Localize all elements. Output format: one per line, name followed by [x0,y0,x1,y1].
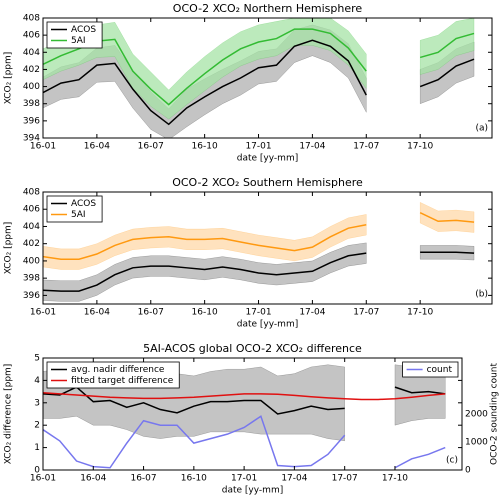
legend-label: 5AI [71,36,86,46]
x-tick-label: 17-10 [407,142,433,152]
legend-label: count [427,365,453,375]
legend-label: 5AI [71,210,86,220]
line [419,212,475,223]
y2-axis-label: OCO-2 sounding count [490,363,500,465]
y-tick-label: 3 [34,398,40,408]
y-tick-label: 402 [23,239,40,249]
y-tick-label: 394 [23,134,40,144]
line [394,386,446,395]
y-tick-label: 404 [23,48,40,58]
x-tick-label: 17-07 [353,308,379,318]
x-tick-label: 16-04 [84,142,110,152]
line [43,39,367,126]
y-axis-label: XCO₂ difference [ppm] [4,364,14,465]
x-tick-label: 17-01 [231,474,257,484]
frame [42,191,493,305]
x-tick-label: 17-07 [353,142,379,152]
x-tick-label: 16-07 [130,474,156,484]
x-tick-label: 16-04 [84,308,110,318]
x-tick-label: 16-07 [138,142,164,152]
x-axis-label: date [yy-mm] [237,320,298,330]
line [43,386,345,415]
y-tick-label: 406 [23,31,40,41]
y-tick-label: 400 [23,256,40,266]
x-tick-label: 16-10 [192,142,218,152]
annotation: (b) [475,290,488,300]
y2-tick-label: 0 [465,466,471,476]
y-tick-label: 408 [23,14,40,24]
line [419,58,475,88]
y2-tick-label: 2000 [465,410,488,420]
y-tick-label: 2 [34,421,40,431]
y2-tick-label: 1000 [465,438,488,448]
annotation: (a) [475,124,488,134]
x-tick-label: 17-07 [332,474,358,484]
line [43,224,367,260]
x-tick-label: 16-01 [30,142,56,152]
line [43,252,367,292]
x-tick-label: 17-04 [299,142,325,152]
x-axis-label: date [yy-mm] [237,154,298,164]
frame [42,17,493,139]
x-tick-label: 17-01 [245,308,271,318]
chart-title: 5AI-ACOS global OCO-2 XCO₂ difference [143,342,362,355]
y-tick-label: 396 [23,291,40,301]
y-tick-label: 4 [34,376,40,386]
x-tick-label: 17-04 [299,308,325,318]
annotation: (c) [446,456,458,466]
legend: count [402,361,459,378]
x-tick-label: 17-01 [245,142,271,152]
y-tick-label: 400 [23,82,40,92]
legend-label: avg. nadir difference [71,365,165,375]
y-tick-label: 406 [23,205,40,215]
legend-label: fitted target difference [71,376,174,386]
x-tick-label: 16-01 [30,474,56,484]
y-tick-label: 396 [23,116,40,126]
y-tick-label: 408 [23,188,40,198]
line [394,446,446,469]
legend-box [402,361,459,378]
x-tick-label: 16-10 [181,474,207,484]
x-tick-label: 16-07 [138,308,164,318]
x-tick-label: 17-10 [382,474,408,484]
x-tick-label: 16-04 [80,474,106,484]
band [43,18,367,120]
legend-label: ACOS [71,199,96,209]
x-axis-label: date [yy-mm] [222,486,283,496]
x-tick-label: 17-10 [407,308,433,318]
legend-box [46,195,103,223]
legend-box [46,361,180,389]
x-tick-label: 17-04 [281,474,307,484]
line [43,391,446,401]
frame [42,357,463,471]
y-tick-label: 398 [23,99,40,109]
y-tick-label: 1 [34,443,40,453]
y-tick-label: 398 [23,274,40,284]
y-tick-label: 0 [34,466,40,476]
band [419,201,475,233]
chart-title: OCO-2 XCO₂ Southern Hemisphere [172,176,363,189]
line [419,32,475,59]
x-tick-label: 16-01 [30,308,56,318]
line [420,251,475,254]
legend-box [46,21,103,49]
x-tick-label: 16-10 [192,308,218,318]
y-tick-label: 5 [34,354,40,364]
y-axis-label: XCO₂ [ppm] [4,222,14,275]
chart-title: OCO-2 XCO₂ Northern Hemisphere [173,2,363,15]
band [43,214,367,270]
legend-label: ACOS [71,25,96,35]
y-tick-label: 404 [23,222,40,232]
y-tick-label: 402 [23,65,40,75]
y-axis-label: XCO₂ [ppm] [4,52,14,105]
band [43,242,367,302]
